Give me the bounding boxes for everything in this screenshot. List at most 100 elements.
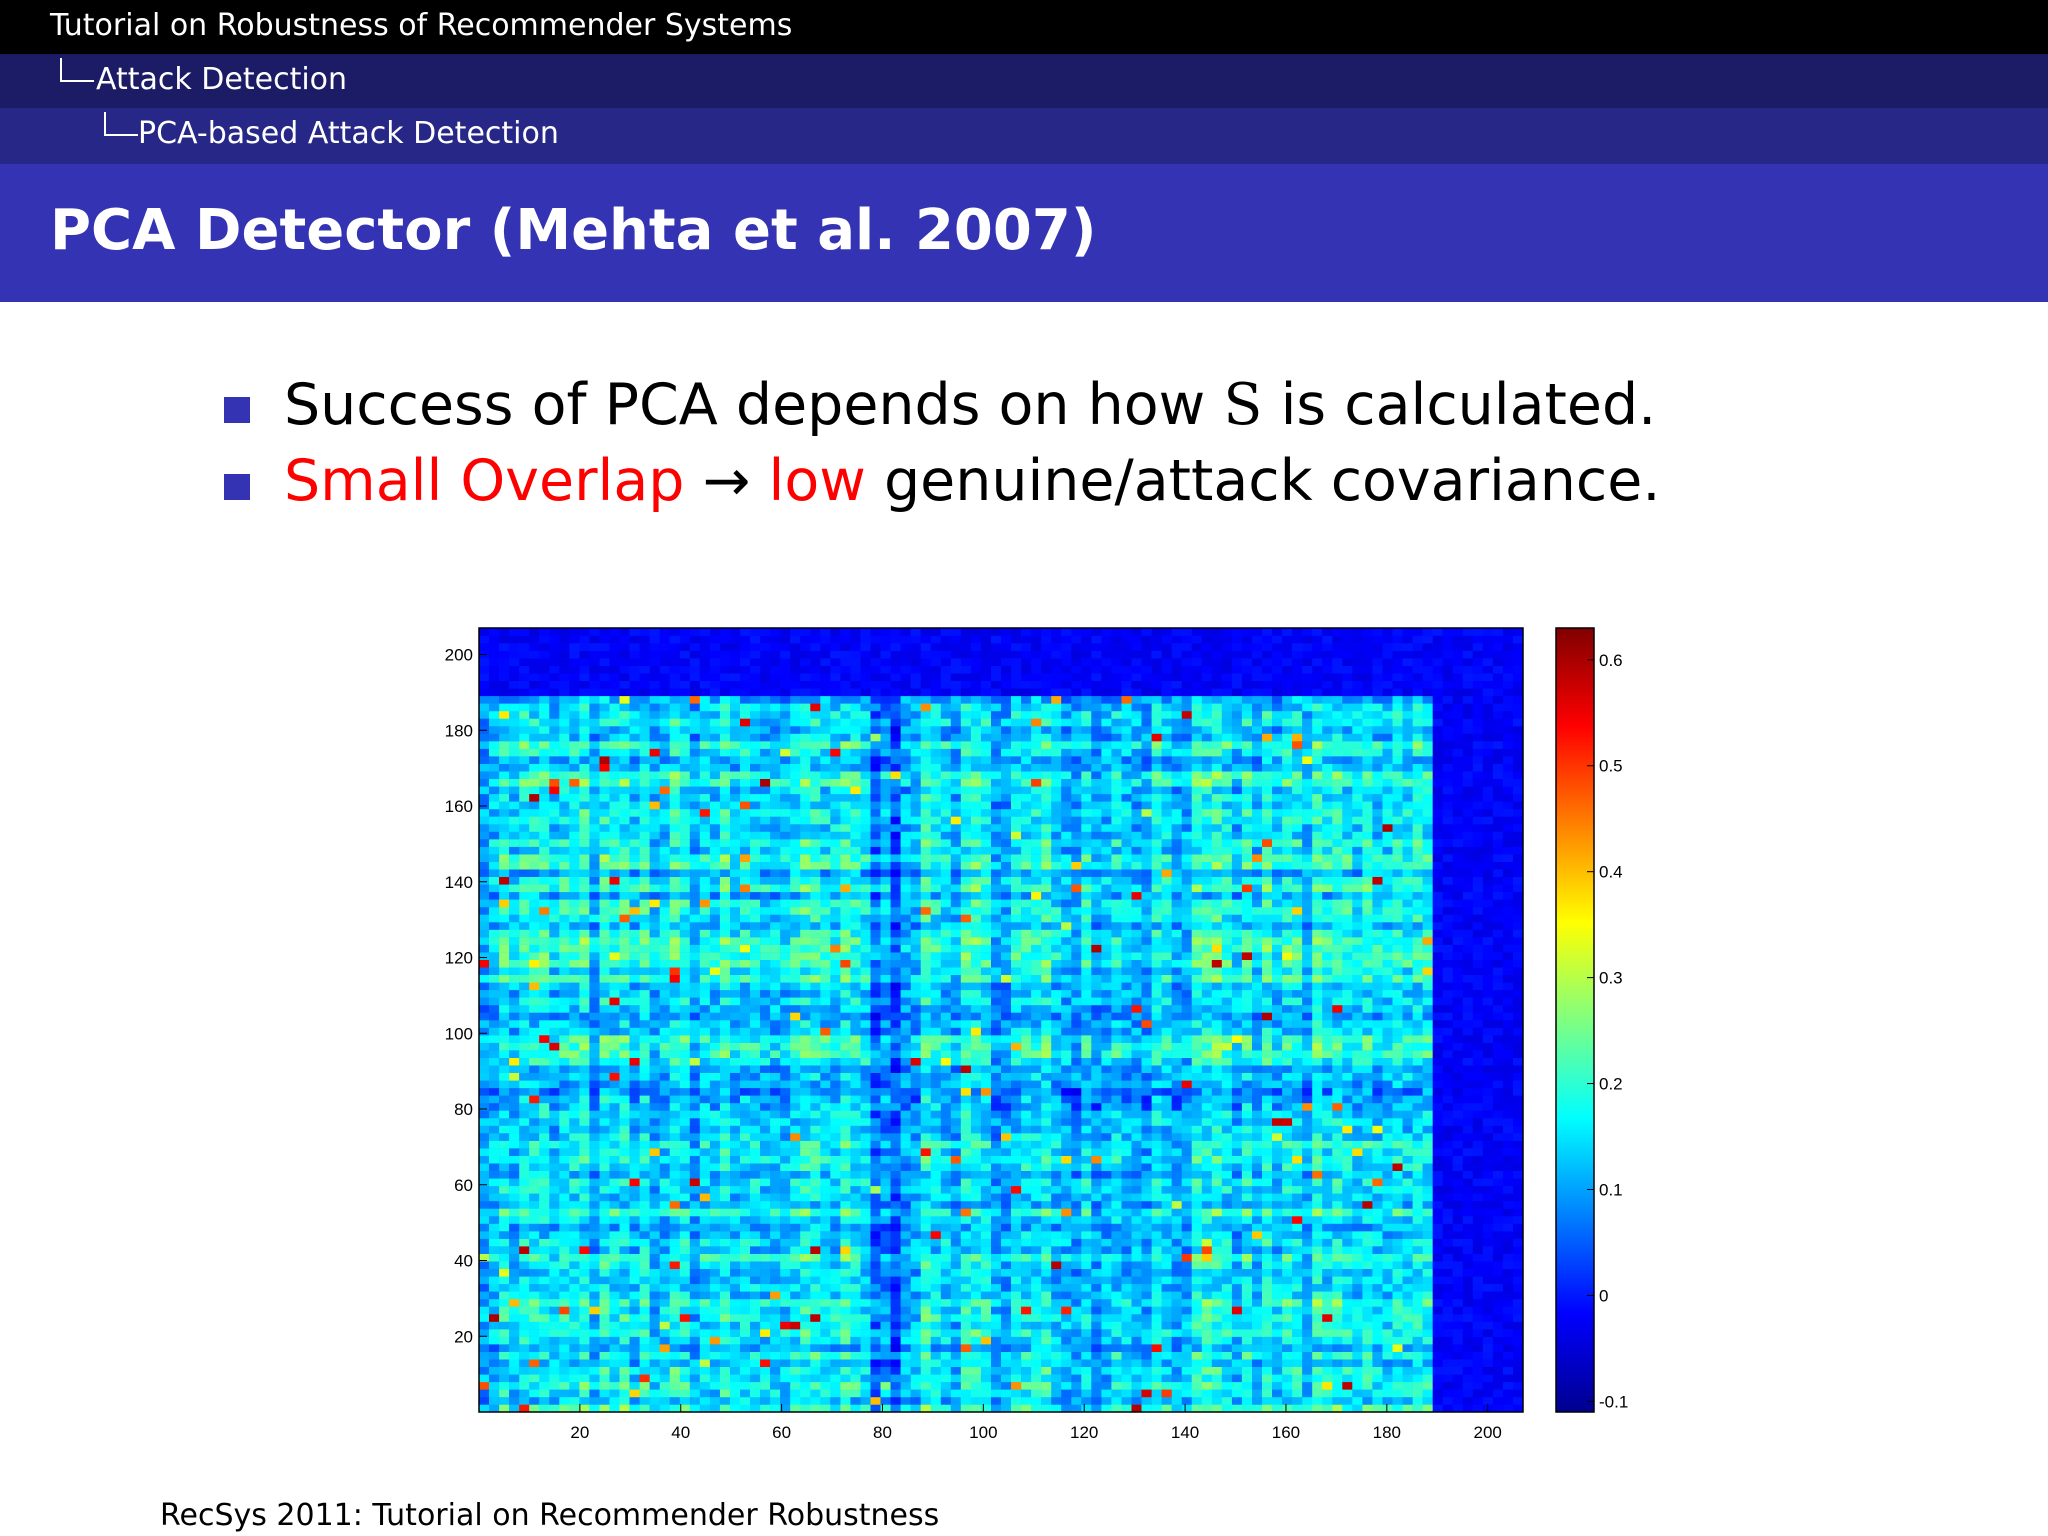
heatmap-cell xyxy=(609,846,620,855)
heatmap-cell xyxy=(850,778,861,787)
heatmap-cell xyxy=(709,824,721,832)
heatmap-cell xyxy=(890,695,901,704)
heatmap-cell xyxy=(750,816,761,825)
heatmap-cell xyxy=(750,1314,761,1322)
heatmap-cell xyxy=(860,959,871,968)
heatmap-cell xyxy=(860,650,871,659)
heatmap-cell xyxy=(679,899,691,908)
heatmap-cell xyxy=(539,1366,550,1375)
heatmap-cell xyxy=(950,929,962,938)
heatmap-cell xyxy=(559,922,570,930)
heatmap-cell xyxy=(900,1095,911,1104)
heatmap-cell xyxy=(489,967,500,975)
heatmap-cell xyxy=(930,801,941,810)
heatmap-cell xyxy=(880,922,891,930)
heatmap-cell xyxy=(709,906,721,915)
heatmap-cell xyxy=(709,673,721,681)
heatmap-cell xyxy=(649,929,660,938)
heatmap-cell xyxy=(750,861,761,870)
heatmap-cell xyxy=(790,922,801,930)
heatmap-cell xyxy=(750,997,761,1006)
heatmap-cell xyxy=(750,899,761,908)
heatmap-cell xyxy=(709,1133,721,1141)
heatmap-cell xyxy=(930,1178,941,1187)
heatmap-cell xyxy=(669,628,680,636)
heatmap-cell xyxy=(770,1200,781,1209)
heatmap-cell xyxy=(760,1087,771,1096)
heatmap-cell xyxy=(840,1306,851,1315)
heatmap-cell xyxy=(509,952,520,960)
heatmap-cell xyxy=(669,1223,680,1232)
heatmap-cell xyxy=(579,1238,590,1247)
heatmap-cell xyxy=(509,1396,520,1405)
heatmap-cell xyxy=(479,839,490,847)
heatmap-cell xyxy=(699,1261,711,1269)
heatmap-cell xyxy=(549,1050,560,1058)
heatmap-cell xyxy=(519,756,530,764)
heatmap-cell xyxy=(880,982,891,991)
heatmap-cell xyxy=(709,1087,721,1096)
heatmap-cell xyxy=(930,1276,941,1285)
heatmap-cell xyxy=(910,741,921,749)
heatmap-cell xyxy=(649,1306,660,1315)
heatmap-cell xyxy=(740,1042,751,1051)
heatmap-cell xyxy=(820,1231,831,1239)
heatmap-cell xyxy=(870,801,881,810)
heatmap-cell xyxy=(599,1057,610,1066)
heatmap-cell xyxy=(890,1298,901,1307)
heatmap-cell xyxy=(649,726,660,734)
heatmap-cell xyxy=(589,763,600,772)
heatmap-cell xyxy=(930,899,941,908)
heatmap-cell xyxy=(850,658,861,666)
heatmap-cell xyxy=(770,1223,781,1232)
heatmap-cell xyxy=(890,710,901,719)
heatmap-cell xyxy=(559,937,570,945)
heatmap-cell xyxy=(499,1306,510,1315)
heatmap-cell xyxy=(549,1238,560,1247)
heatmap-cell xyxy=(940,1200,952,1209)
heatmap-cell xyxy=(639,680,650,689)
heatmap-cell xyxy=(539,1246,550,1254)
heatmap-cell xyxy=(519,854,530,862)
heatmap-cell xyxy=(760,1193,771,1202)
heatmap-cell xyxy=(890,778,901,787)
heatmap-cell xyxy=(870,1404,881,1413)
heatmap-cell xyxy=(910,869,921,877)
heatmap-cell xyxy=(830,816,841,825)
heatmap-cell xyxy=(800,846,811,855)
heatmap-cell xyxy=(519,861,530,870)
heatmap-cell xyxy=(730,891,741,900)
heatmap-cell xyxy=(649,1027,660,1036)
heatmap-cell xyxy=(579,1065,590,1073)
heatmap-cell xyxy=(850,1140,861,1149)
heatmap-cell xyxy=(679,1336,691,1345)
heatmap-cell xyxy=(800,1291,811,1300)
heatmap-cell xyxy=(900,643,911,651)
heatmap-cell xyxy=(940,628,952,636)
heatmap-cell xyxy=(609,733,620,742)
heatmap-cell xyxy=(920,1231,931,1239)
heatmap-cell xyxy=(599,1102,610,1111)
heatmap-cell xyxy=(830,929,841,938)
heatmap-cell xyxy=(649,861,660,870)
heatmap-cell xyxy=(489,1253,500,1262)
heatmap-cell xyxy=(810,1148,821,1156)
heatmap-cell xyxy=(539,1035,550,1043)
heatmap-cell xyxy=(920,801,931,810)
heatmap-cell xyxy=(780,1359,791,1367)
heatmap-cell xyxy=(890,628,901,636)
heatmap-cell xyxy=(559,793,570,802)
heatmap-cell xyxy=(559,1336,570,1345)
heatmap-cell xyxy=(659,824,670,832)
heatmap-cell xyxy=(519,741,530,749)
heatmap-cell xyxy=(730,997,741,1006)
heatmap-cell xyxy=(569,778,580,787)
heatmap-cell xyxy=(519,1231,530,1239)
heatmap-cell xyxy=(780,1012,791,1021)
heatmap-cell xyxy=(920,1306,931,1315)
heatmap-cell xyxy=(529,703,540,712)
heatmap-cell xyxy=(730,1125,741,1134)
heatmap-cell xyxy=(830,1389,841,1398)
heatmap-cell xyxy=(950,816,962,825)
heatmap-cell xyxy=(479,1231,490,1239)
